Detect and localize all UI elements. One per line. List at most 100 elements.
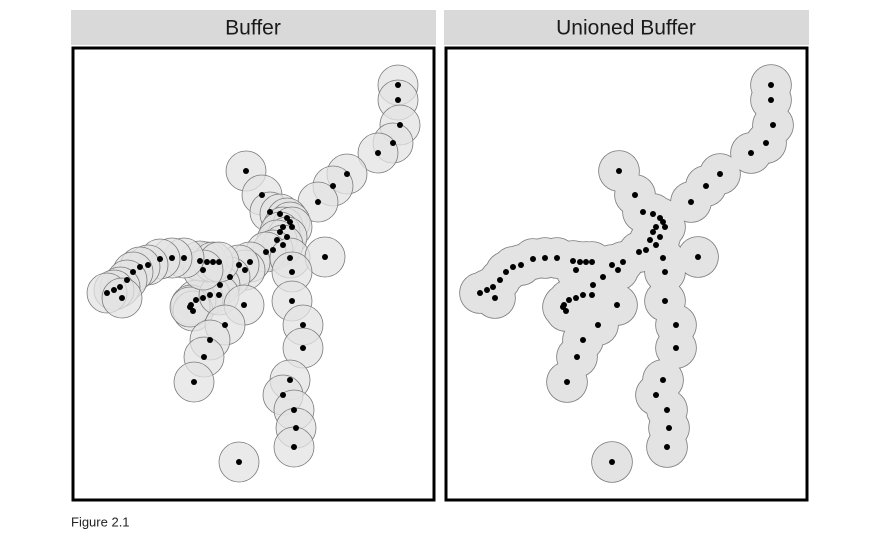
point [530, 256, 536, 262]
point [580, 292, 586, 298]
point [330, 183, 336, 189]
point [748, 150, 754, 156]
point [259, 192, 265, 198]
point [375, 150, 381, 156]
point [222, 322, 228, 328]
point [145, 262, 151, 268]
point [157, 256, 163, 262]
panel-border [444, 46, 809, 502]
panel-strip [71, 10, 436, 45]
point [277, 211, 283, 217]
point [595, 322, 601, 328]
point [497, 277, 503, 283]
point [274, 237, 280, 243]
point [227, 274, 233, 280]
point [609, 262, 615, 268]
point [484, 287, 490, 293]
point [600, 274, 606, 280]
point [636, 249, 642, 255]
point [589, 259, 595, 265]
point [666, 425, 672, 431]
point [119, 295, 125, 301]
point [660, 219, 666, 225]
point [216, 259, 222, 265]
point [207, 337, 213, 343]
point [236, 459, 242, 465]
point [589, 292, 595, 298]
point [280, 242, 286, 248]
point [247, 259, 253, 265]
point [650, 211, 656, 217]
point [660, 255, 666, 261]
point [640, 209, 646, 215]
point [243, 168, 249, 174]
point [616, 168, 622, 174]
point [574, 354, 580, 360]
panel-title: Buffer [225, 17, 281, 40]
point [662, 224, 668, 230]
point [390, 140, 396, 146]
point [289, 224, 295, 230]
point [201, 354, 207, 360]
point [344, 171, 350, 177]
point [688, 199, 694, 205]
point [241, 302, 247, 308]
panel-border [71, 46, 436, 502]
caption: Figure 2.1 [71, 514, 130, 529]
point [673, 322, 679, 328]
point [653, 392, 659, 398]
point [664, 407, 670, 413]
point [289, 269, 295, 275]
point [193, 297, 199, 303]
point [503, 269, 509, 275]
point [197, 258, 203, 264]
point [518, 262, 524, 268]
point [395, 82, 401, 88]
point [280, 224, 286, 230]
point [590, 282, 596, 288]
point [560, 304, 566, 310]
point [763, 140, 769, 146]
point [554, 255, 560, 261]
point [583, 259, 589, 265]
point [322, 254, 328, 260]
point [620, 259, 626, 265]
unioned-buffer-panel [459, 64, 794, 483]
point [660, 377, 666, 383]
point [653, 224, 659, 230]
point [117, 284, 123, 290]
point [768, 97, 774, 103]
point [217, 282, 223, 288]
point [657, 234, 663, 240]
point [300, 345, 306, 351]
point [287, 219, 293, 225]
point [242, 267, 248, 273]
point [284, 234, 290, 240]
point [566, 297, 572, 303]
point [277, 229, 283, 235]
point [291, 444, 297, 450]
point [270, 247, 276, 253]
point [104, 290, 110, 296]
point [200, 295, 206, 301]
point [510, 264, 516, 270]
point [664, 444, 670, 450]
point [768, 82, 774, 88]
point [287, 377, 293, 383]
point [169, 255, 175, 261]
point [695, 254, 701, 260]
panel-title: Unioned Buffer [556, 17, 696, 40]
point [615, 267, 621, 273]
point [187, 304, 193, 310]
point [395, 97, 401, 103]
point [632, 192, 638, 198]
point [770, 122, 776, 128]
point [263, 249, 269, 255]
point [580, 337, 586, 343]
point [130, 269, 136, 275]
point [577, 259, 583, 265]
point [490, 284, 496, 290]
point [111, 287, 117, 293]
point [662, 269, 668, 275]
